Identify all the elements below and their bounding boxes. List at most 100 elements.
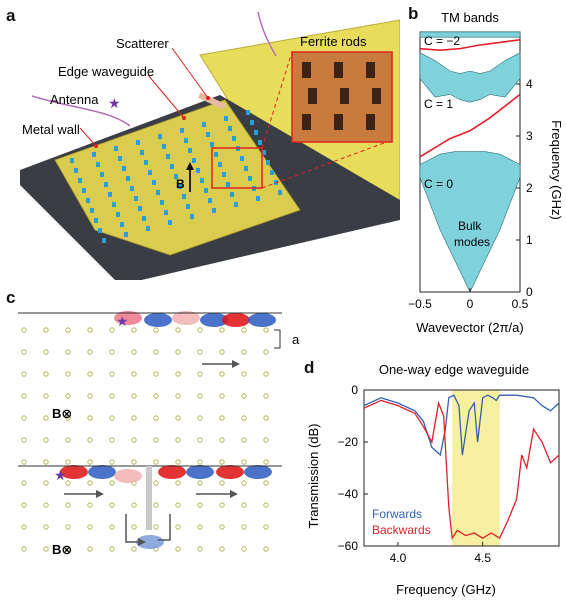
- lattice-site: [154, 416, 158, 420]
- lattice-site: [88, 394, 92, 398]
- panel-a-illustration: ★ Scatterer Ferrite rods Edge waveguide …: [0, 0, 400, 280]
- lattice-site: [198, 547, 202, 551]
- x-tick-label: 0: [467, 297, 474, 311]
- ferrite-rod: [92, 152, 96, 157]
- lattice-site: [198, 328, 202, 332]
- lattice-site: [242, 481, 246, 485]
- lattice-site: [132, 394, 136, 398]
- ferrite-rod: [192, 158, 196, 163]
- lattice-site: [264, 438, 268, 442]
- ferrite-rod: [144, 160, 148, 165]
- inset-rod: [308, 88, 317, 104]
- lattice-site: [132, 416, 136, 420]
- lattice-site: [88, 460, 92, 464]
- inset-rod: [366, 62, 375, 78]
- label-edge-waveguide: Edge waveguide: [58, 64, 154, 79]
- ferrite-rod: [210, 142, 214, 147]
- lattice-site: [110, 350, 114, 354]
- chart-b-ylabel: Frequency (GHz): [549, 120, 564, 220]
- ferrite-rod: [94, 218, 98, 223]
- lattice-site: [264, 481, 268, 485]
- lattice-site: [176, 328, 180, 332]
- lattice-site: [66, 460, 70, 464]
- ferrite-rod: [200, 178, 204, 183]
- lattice-site: [198, 372, 202, 376]
- lattice-site: [242, 328, 246, 332]
- lattice-site: [264, 416, 268, 420]
- lattice-site: [66, 350, 70, 354]
- lattice-site: [132, 547, 136, 551]
- label-metal-wall: Metal wall: [22, 122, 80, 137]
- lattice-site: [66, 394, 70, 398]
- lattice-site: [88, 328, 92, 332]
- ferrite-rod: [120, 222, 124, 227]
- lattice-site: [110, 416, 114, 420]
- ferrite-rod: [74, 168, 78, 173]
- ferrite-rod: [230, 192, 234, 197]
- ferrite-rod: [126, 176, 130, 181]
- lattice-site: [132, 460, 136, 464]
- ferrite-rod: [148, 170, 152, 175]
- lattice-site: [44, 372, 48, 376]
- lattice-site: [198, 438, 202, 442]
- ferrite-rod: [228, 126, 232, 131]
- lattice-site: [220, 416, 224, 420]
- ferrite-rod: [266, 160, 270, 165]
- lattice-site: [264, 460, 268, 464]
- ferrite-rod: [256, 196, 260, 201]
- ferrite-rod: [270, 170, 274, 175]
- field-label-bottom: B⊗: [52, 542, 72, 557]
- lattice-site: [242, 503, 246, 507]
- label-antenna: Antenna: [50, 92, 99, 107]
- field-lobe: [186, 465, 214, 479]
- lattice-site: [110, 328, 114, 332]
- lattice-site: [88, 350, 92, 354]
- ferrite-rod: [202, 122, 206, 127]
- y-tick-label: 3: [526, 129, 533, 143]
- ferrite-rod: [190, 214, 194, 219]
- ferrite-rod: [158, 134, 162, 139]
- lattice-site: [220, 547, 224, 551]
- legend-forwards: Forwards: [372, 507, 422, 521]
- lattice-site: [88, 372, 92, 376]
- lattice-site: [198, 394, 202, 398]
- ferrite-rod: [168, 220, 172, 225]
- lattice-site: [220, 438, 224, 442]
- ferrite-rod: [162, 144, 166, 149]
- source-star-top-icon: ★: [116, 313, 129, 329]
- ferrite-rod: [78, 178, 82, 183]
- ferrite-rod: [140, 150, 144, 155]
- lattice-site: [132, 525, 136, 529]
- lattice-site: [242, 460, 246, 464]
- lattice-site: [88, 416, 92, 420]
- ferrite-rod: [182, 194, 186, 199]
- lattice-site: [44, 460, 48, 464]
- lattice-site: [220, 372, 224, 376]
- lattice-site: [198, 503, 202, 507]
- lattice-site: [242, 350, 246, 354]
- ferrite-rod: [100, 172, 104, 177]
- lattice-site: [176, 416, 180, 420]
- lattice-site: [220, 328, 224, 332]
- lattice-site: [220, 503, 224, 507]
- x-tick-label: −0.5: [408, 297, 432, 311]
- ferrite-rod: [250, 120, 254, 125]
- lattice-site: [264, 525, 268, 529]
- ferrite-rod: [212, 208, 216, 213]
- ferrite-rod: [108, 192, 112, 197]
- lattice-site: [154, 503, 158, 507]
- panel-d-chart: One-way edge waveguide 4.0 4.50−20−40−60F…: [304, 360, 566, 600]
- ferrite-rod: [226, 182, 230, 187]
- panel-b-chart: TM bands C = −2C = 1C = 0Bulkmodes−0.5 0 0…: [406, 0, 566, 340]
- lattice-site: [110, 460, 114, 464]
- lattice-site: [110, 525, 114, 529]
- lattice-site: [22, 350, 26, 354]
- field-label-top: B⊗: [52, 406, 72, 421]
- lattice-site: [22, 416, 26, 420]
- lattice-site: [44, 328, 48, 332]
- inset-rod: [340, 88, 349, 104]
- lattice-site: [220, 481, 224, 485]
- ferrite-rod: [160, 200, 164, 205]
- lattice-site: [198, 350, 202, 354]
- lattice-site: [110, 503, 114, 507]
